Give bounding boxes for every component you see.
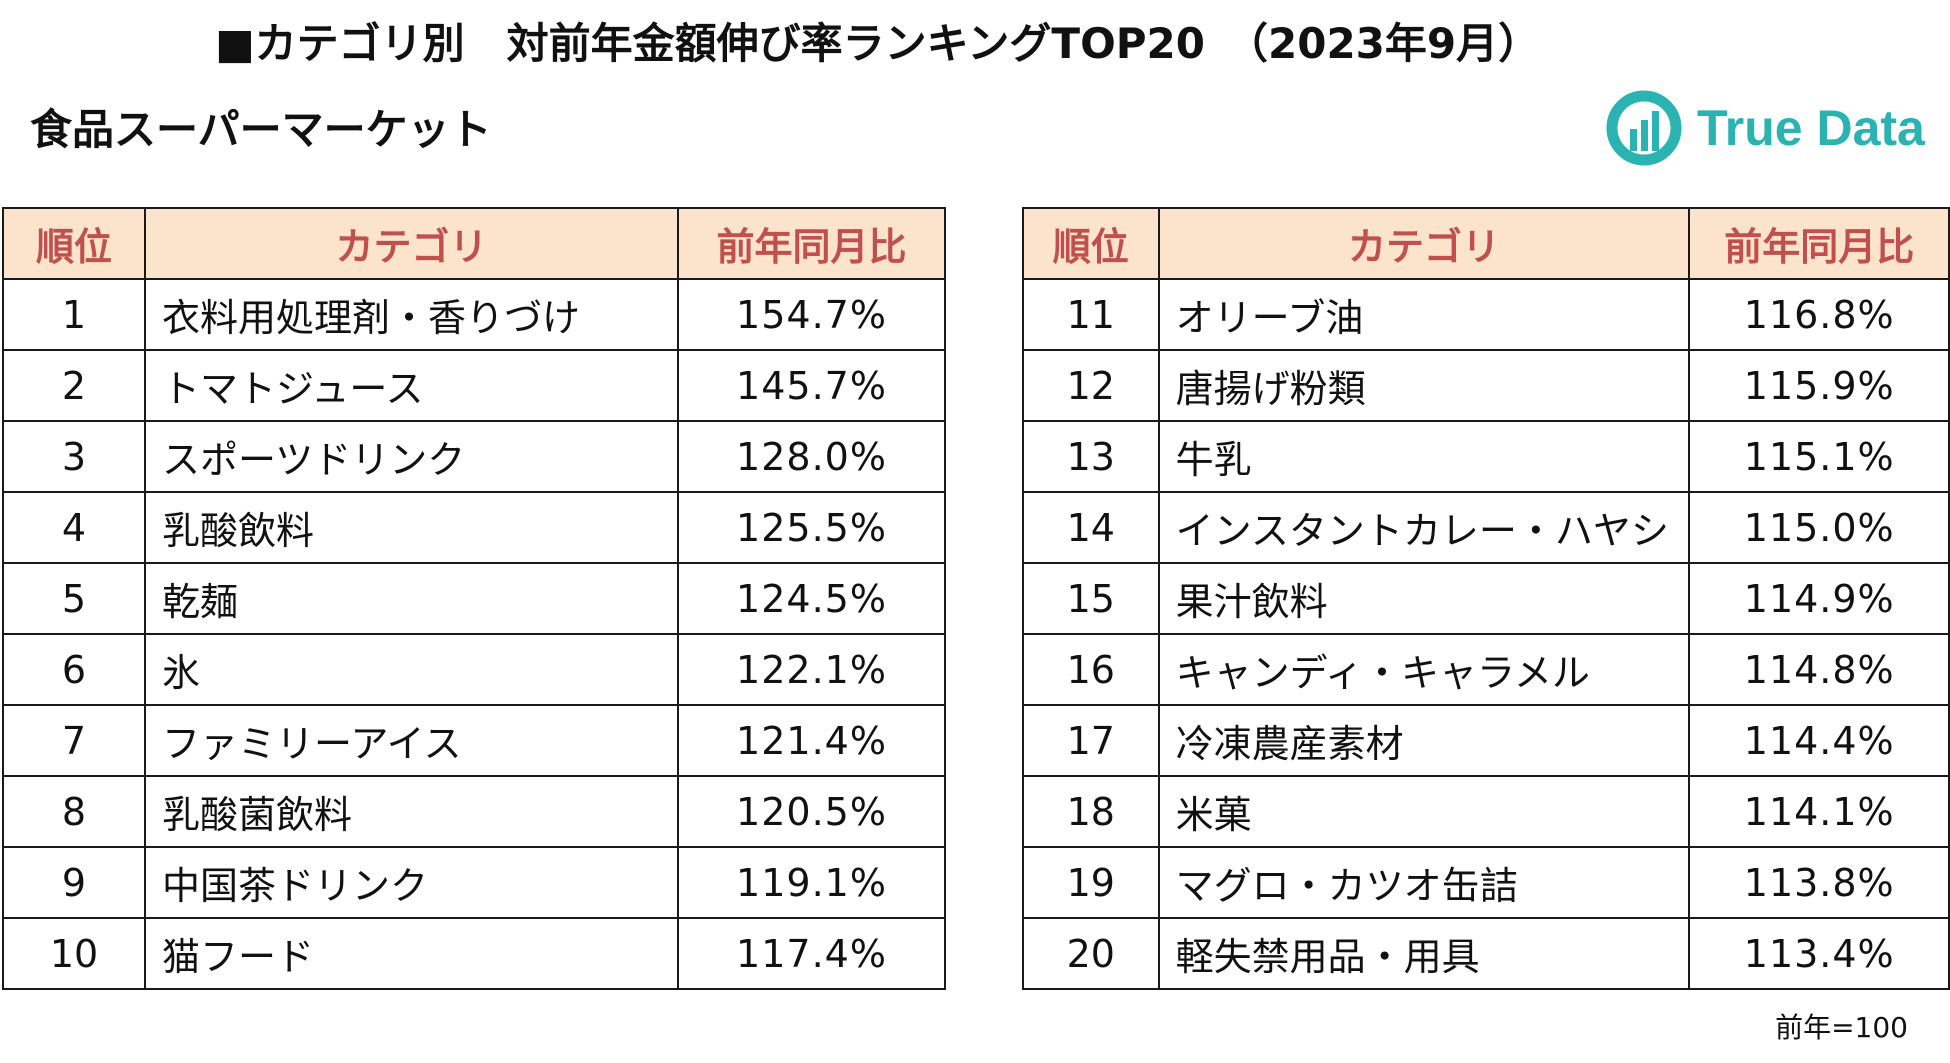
category-cell: 猫フード — [144, 917, 679, 990]
ratio-cell: 117.4% — [677, 917, 946, 990]
ratio-cell: 113.8% — [1688, 846, 1950, 919]
truedata-logo: True Data — [1605, 88, 1925, 168]
category-cell: 軽失禁用品・用具 — [1157, 917, 1691, 990]
category-cell: トマトジュース — [144, 349, 679, 422]
ratio-cell: 114.8% — [1688, 633, 1950, 706]
rank-cell: 16 — [1022, 633, 1160, 706]
ranking-table-left: 順位 カテゴリ 前年同月比 1 衣料用処理剤・香りづけ 154.7% 2 トマト… — [2, 207, 946, 990]
table-row: 20 軽失禁用品・用具 113.4% — [1022, 917, 1950, 990]
rank-cell: 18 — [1022, 775, 1160, 848]
header-category: カテゴリ — [1157, 207, 1691, 280]
rank-cell: 6 — [2, 633, 146, 706]
rank-cell: 12 — [1022, 349, 1160, 422]
table-row: 6 氷 122.1% — [2, 633, 946, 706]
ratio-cell: 128.0% — [677, 420, 946, 493]
table-row: 18 米菓 114.1% — [1022, 775, 1950, 848]
rank-cell: 2 — [2, 349, 146, 422]
ratio-cell: 119.1% — [677, 846, 946, 919]
rank-cell: 7 — [2, 704, 146, 777]
ratio-cell: 124.5% — [677, 562, 946, 635]
page-title: ■カテゴリ別 対前年金額伸び率ランキングTOP20 （2023年9月） — [215, 19, 1541, 68]
ratio-cell: 154.7% — [677, 278, 946, 351]
ratio-cell: 114.9% — [1688, 562, 1950, 635]
rank-cell: 17 — [1022, 704, 1160, 777]
footnote: 前年=100 — [1775, 1011, 1908, 1044]
ratio-cell: 113.4% — [1688, 917, 1950, 990]
category-cell: 冷凍農産素材 — [1157, 704, 1691, 777]
table-row: 15 果汁飲料 114.9% — [1022, 562, 1950, 635]
table-row: 19 マグロ・カツオ缶詰 113.8% — [1022, 846, 1950, 919]
category-cell: マグロ・カツオ缶詰 — [1157, 846, 1691, 919]
header-ratio: 前年同月比 — [677, 207, 946, 280]
rank-cell: 11 — [1022, 278, 1160, 351]
rank-cell: 15 — [1022, 562, 1160, 635]
category-cell: 果汁飲料 — [1157, 562, 1691, 635]
ratio-cell: 145.7% — [677, 349, 946, 422]
rank-cell: 20 — [1022, 917, 1160, 990]
header-category: カテゴリ — [144, 207, 679, 280]
category-cell: 乳酸飲料 — [144, 491, 679, 564]
ranking-table-right: 順位 カテゴリ 前年同月比 11 オリーブ油 116.8% 12 唐揚げ粉類 1… — [1022, 207, 1950, 990]
table-row: 10 猫フード 117.4% — [2, 917, 946, 990]
table-row: 14 インスタントカレー・ハヤシ 115.0% — [1022, 491, 1950, 564]
ratio-cell: 125.5% — [677, 491, 946, 564]
rank-cell: 14 — [1022, 491, 1160, 564]
ratio-cell: 114.4% — [1688, 704, 1950, 777]
table-row: 3 スポーツドリンク 128.0% — [2, 420, 946, 493]
table-row: 2 トマトジュース 145.7% — [2, 349, 946, 422]
ratio-cell: 115.9% — [1688, 349, 1950, 422]
rank-cell: 3 — [2, 420, 146, 493]
table-row: 9 中国茶ドリンク 119.1% — [2, 846, 946, 919]
ratio-cell: 122.1% — [677, 633, 946, 706]
subtitle: 食品スーパーマーケット — [30, 105, 492, 154]
ratio-cell: 114.1% — [1688, 775, 1950, 848]
category-cell: キャンディ・キャラメル — [1157, 633, 1691, 706]
ratio-cell: 120.5% — [677, 775, 946, 848]
rank-cell: 10 — [2, 917, 146, 990]
table-row: 16 キャンディ・キャラメル 114.8% — [1022, 633, 1950, 706]
table-row: 12 唐揚げ粉類 115.9% — [1022, 349, 1950, 422]
table-row: 8 乳酸菌飲料 120.5% — [2, 775, 946, 848]
rank-cell: 9 — [2, 846, 146, 919]
table-row: 1 衣料用処理剤・香りづけ 154.7% — [2, 278, 946, 351]
category-cell: インスタントカレー・ハヤシ — [1157, 491, 1691, 564]
logo-text: True Data — [1697, 100, 1925, 156]
ratio-cell: 115.0% — [1688, 491, 1950, 564]
category-cell: 乳酸菌飲料 — [144, 775, 679, 848]
rank-cell: 8 — [2, 775, 146, 848]
category-cell: 衣料用処理剤・香りづけ — [144, 278, 679, 351]
table-row: 5 乾麺 124.5% — [2, 562, 946, 635]
header-ratio: 前年同月比 — [1688, 207, 1950, 280]
ratio-cell: 121.4% — [677, 704, 946, 777]
rank-cell: 1 — [2, 278, 146, 351]
category-cell: スポーツドリンク — [144, 420, 679, 493]
table-row: 17 冷凍農産素材 114.4% — [1022, 704, 1950, 777]
ratio-cell: 115.1% — [1688, 420, 1950, 493]
category-cell: 中国茶ドリンク — [144, 846, 679, 919]
table-row: 4 乳酸飲料 125.5% — [2, 491, 946, 564]
rank-cell: 5 — [2, 562, 146, 635]
category-cell: オリーブ油 — [1157, 278, 1691, 351]
table-row: 7 ファミリーアイス 121.4% — [2, 704, 946, 777]
table-row: 13 牛乳 115.1% — [1022, 420, 1950, 493]
ratio-cell: 116.8% — [1688, 278, 1950, 351]
category-cell: 牛乳 — [1157, 420, 1691, 493]
rank-cell: 4 — [2, 491, 146, 564]
table-header-row: 順位 カテゴリ 前年同月比 — [1022, 207, 1950, 280]
rank-cell: 19 — [1022, 846, 1160, 919]
category-cell: 氷 — [144, 633, 679, 706]
header-rank: 順位 — [1022, 207, 1160, 280]
category-cell: ファミリーアイス — [144, 704, 679, 777]
logo-chart-icon — [1606, 90, 1682, 166]
header-rank: 順位 — [2, 207, 146, 280]
category-cell: 米菓 — [1157, 775, 1691, 848]
rank-cell: 13 — [1022, 420, 1160, 493]
category-cell: 乾麺 — [144, 562, 679, 635]
table-header-row: 順位 カテゴリ 前年同月比 — [2, 207, 946, 280]
table-row: 11 オリーブ油 116.8% — [1022, 278, 1950, 351]
category-cell: 唐揚げ粉類 — [1157, 349, 1691, 422]
